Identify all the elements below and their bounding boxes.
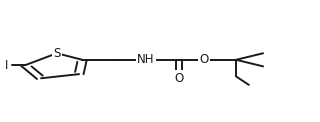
Text: I: I	[4, 59, 8, 72]
Text: O: O	[200, 53, 209, 66]
Text: NH: NH	[137, 53, 155, 66]
Text: S: S	[53, 47, 60, 60]
Text: O: O	[174, 72, 184, 85]
